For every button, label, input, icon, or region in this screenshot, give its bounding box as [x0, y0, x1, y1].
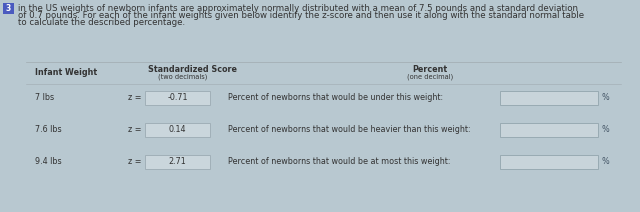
FancyBboxPatch shape	[145, 91, 210, 105]
Text: 2.71: 2.71	[168, 158, 186, 166]
Text: 9.4 lbs: 9.4 lbs	[35, 158, 61, 166]
FancyBboxPatch shape	[145, 155, 210, 169]
Text: z =: z =	[129, 93, 142, 102]
Text: Percent of newborns that would be under this weight:: Percent of newborns that would be under …	[228, 93, 443, 102]
Text: 7.6 lbs: 7.6 lbs	[35, 126, 61, 134]
Text: -0.71: -0.71	[167, 93, 188, 102]
Text: z =: z =	[129, 126, 142, 134]
FancyBboxPatch shape	[3, 3, 14, 14]
Text: z =: z =	[129, 158, 142, 166]
Text: 7 lbs: 7 lbs	[35, 93, 54, 102]
FancyBboxPatch shape	[500, 155, 598, 169]
Text: %: %	[601, 126, 609, 134]
FancyBboxPatch shape	[500, 123, 598, 137]
FancyBboxPatch shape	[145, 123, 210, 137]
Text: in the US weights of newborn infants are approximately normally distributed with: in the US weights of newborn infants are…	[18, 4, 578, 13]
Text: 0.14: 0.14	[169, 126, 186, 134]
Text: Percent of newborns that would be heavier than this weight:: Percent of newborns that would be heavie…	[228, 126, 470, 134]
Text: to calculate the described percentage.: to calculate the described percentage.	[18, 18, 185, 27]
FancyBboxPatch shape	[500, 91, 598, 105]
Text: Standardized Score: Standardized Score	[148, 65, 237, 74]
Text: Percent: Percent	[412, 65, 447, 74]
Text: %: %	[601, 93, 609, 102]
Text: (one decimal): (one decimal)	[407, 73, 453, 80]
Text: Percent of newborns that would be at most this weight:: Percent of newborns that would be at mos…	[228, 158, 451, 166]
Text: Infant Weight: Infant Weight	[35, 68, 97, 77]
Text: 3: 3	[6, 4, 11, 13]
Text: of 0.7 pounds. For each of the infant weights given below identify the z-score a: of 0.7 pounds. For each of the infant we…	[18, 11, 584, 20]
Text: %: %	[601, 158, 609, 166]
Text: (two decimals): (two decimals)	[158, 73, 207, 80]
